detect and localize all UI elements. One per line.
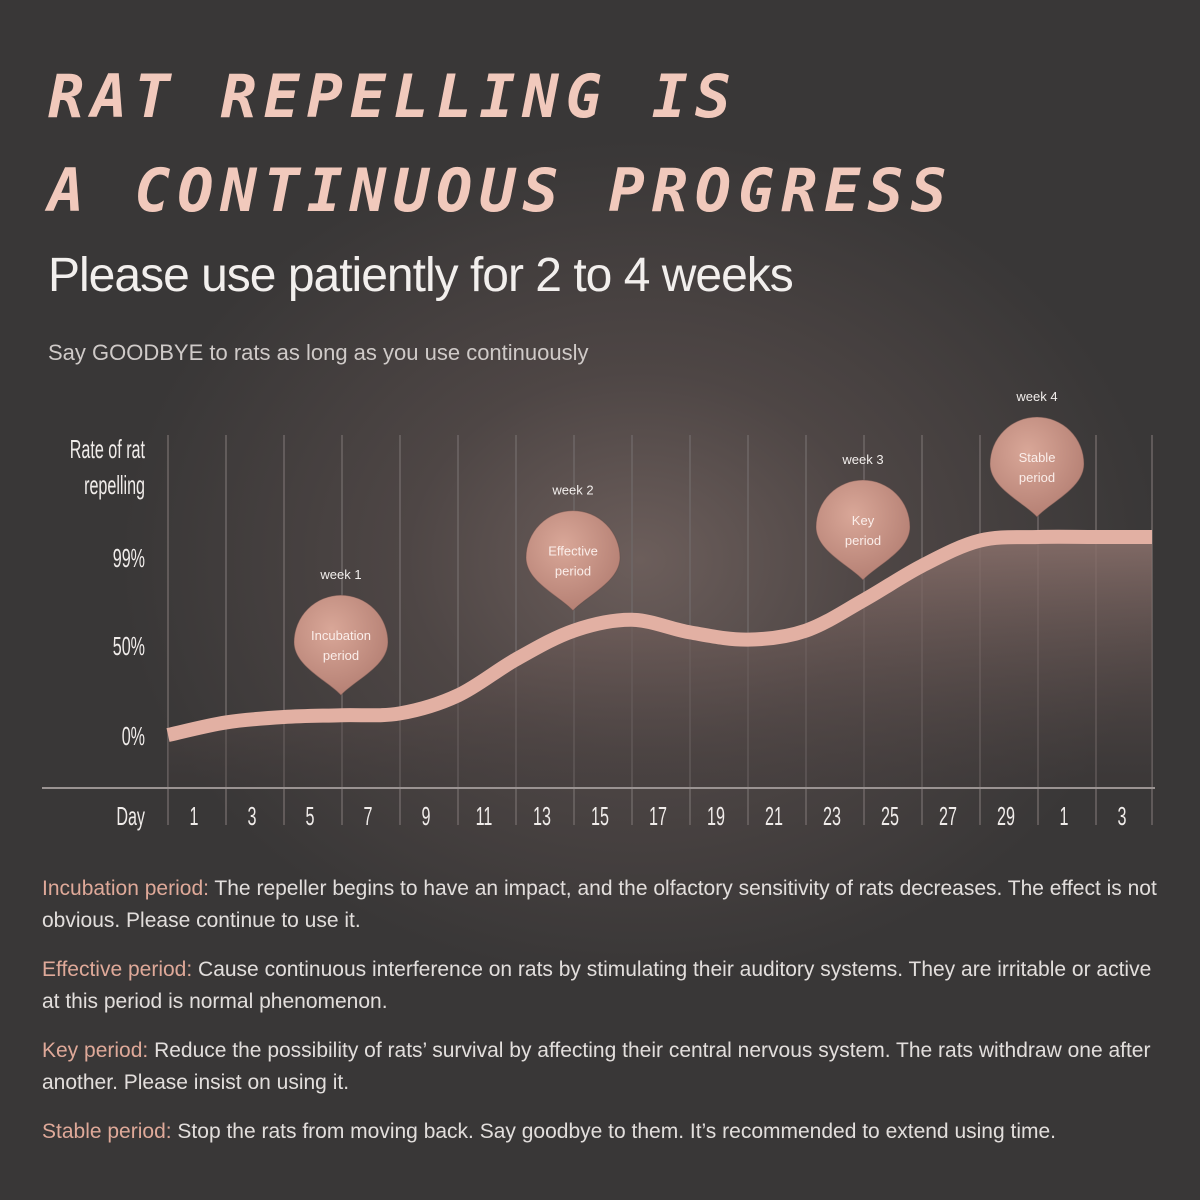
drop-pin-icon	[525, 510, 621, 612]
x-tick-label: 13	[533, 801, 551, 831]
x-tick-label: 11	[476, 801, 493, 831]
drop-pin-icon	[989, 416, 1085, 518]
title-line-2: A CONTINUOUS PROGRESS	[48, 156, 954, 226]
y-tick-label: 0%	[122, 721, 145, 751]
x-tick-label: 29	[997, 801, 1015, 831]
description-2: Effective period: Cause continuous inter…	[42, 954, 1172, 1018]
x-tick-label: 9	[422, 801, 431, 831]
description-1: Incubation period: The repeller begins t…	[42, 873, 1172, 937]
description-3: Key period: Reduce the possibility of ra…	[42, 1035, 1172, 1099]
marker-label: period	[555, 564, 591, 579]
marker-label: Stable	[1019, 450, 1056, 465]
x-tick-label: 3	[1118, 801, 1127, 831]
marker-label: Key	[852, 513, 875, 528]
y-axis-label-1: Rate of rat	[70, 434, 145, 464]
description-term: Key period:	[42, 1039, 149, 1062]
title-line-1: RAT REPELLING IS	[48, 62, 738, 132]
x-tick-label: 1	[190, 801, 199, 831]
marker-4: Stable period week 4	[989, 389, 1085, 518]
y-tick-label: 50%	[113, 631, 145, 661]
x-tick-label: 7	[364, 801, 373, 831]
description-text: Stop the rats from moving back. Say good…	[171, 1120, 1056, 1143]
description-4: Stable period: Stop the rats from moving…	[42, 1116, 1172, 1148]
marker-label: period	[1019, 470, 1055, 485]
week-label: week 4	[1015, 389, 1057, 404]
x-tick-label: 3	[248, 801, 257, 831]
description-text: The repeller begins to have an impact, a…	[42, 877, 1157, 932]
tagline: Say GOODBYE to rats as long as you use c…	[48, 340, 589, 365]
x-tick-label: 1	[1060, 801, 1069, 831]
x-tick-label: 5	[306, 801, 315, 831]
x-tick-label: 25	[881, 801, 899, 831]
x-tick-label: 27	[939, 801, 957, 831]
marker-label: Effective	[548, 544, 598, 559]
drop-pin-icon	[815, 479, 911, 581]
x-tick-label: 21	[765, 801, 783, 831]
y-axis-label-2: repelling	[84, 470, 145, 500]
x-tick-label: 23	[823, 801, 841, 831]
description-text: Cause continuous interference on rats by…	[42, 958, 1152, 1013]
week-label: week 3	[841, 452, 883, 467]
marker-label: period	[323, 648, 359, 663]
description-term: Incubation period:	[42, 877, 209, 900]
x-tick-label: 19	[707, 801, 725, 831]
marker-2: Effective period week 2	[525, 483, 621, 612]
curve-line	[166, 529, 1152, 742]
description-text: Reduce the possibility of rats’ survival…	[42, 1039, 1151, 1094]
x-tick-label: 17	[649, 801, 667, 831]
y-tick-label: 99%	[113, 543, 145, 573]
subtitle: Please use patiently for 2 to 4 weeks	[48, 249, 794, 302]
drop-pin-icon	[293, 594, 389, 696]
week-label: week 1	[319, 567, 361, 582]
marker-label: period	[845, 533, 881, 548]
x-axis-label: Day	[116, 801, 145, 831]
description-term: Stable period:	[42, 1120, 172, 1143]
marker-3: Key period week 3	[815, 452, 911, 581]
curve-area	[168, 536, 1152, 787]
marker-label: Incubation	[311, 628, 371, 643]
week-label: week 2	[551, 483, 593, 498]
marker-1: Incubation period week 1	[293, 567, 389, 696]
description-term: Effective period:	[42, 958, 193, 981]
x-tick-label: 15	[591, 801, 609, 831]
